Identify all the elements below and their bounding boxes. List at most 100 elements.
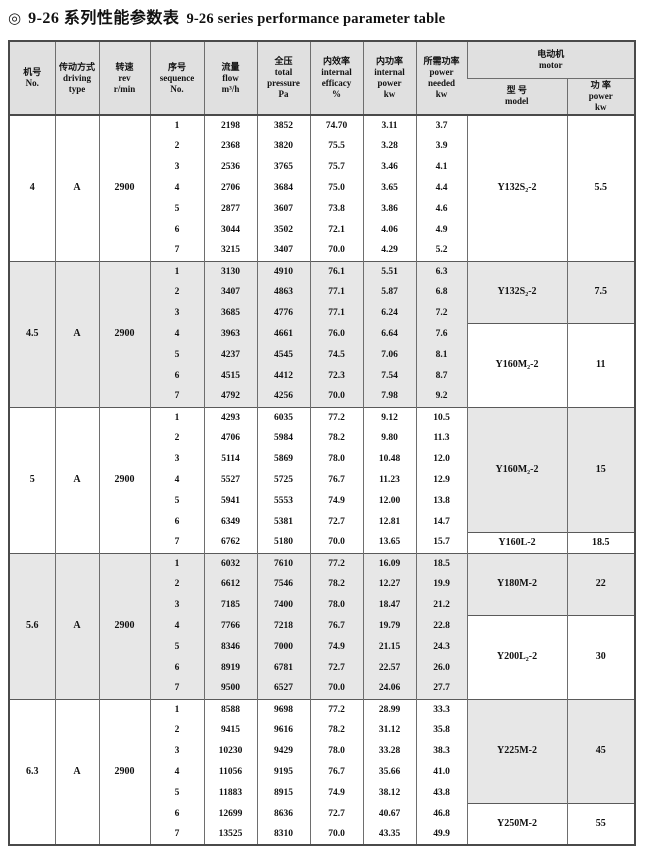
cell-motor-model: Y160L-2 xyxy=(466,531,567,554)
cell-sequence-no: 2 xyxy=(149,719,204,741)
cell-internal-power: 22.57 xyxy=(362,657,416,679)
cell-flow: 10230 xyxy=(203,740,257,762)
cell-efficacy: 72.7 xyxy=(309,511,363,533)
page-title: ◎ 9-26 系列性能参数表 9-26 series performance p… xyxy=(8,4,445,30)
cell-motor-model: Y250M-2 xyxy=(466,802,567,846)
cell-motor-power: 11 xyxy=(566,323,636,408)
cell-efficacy: 78.2 xyxy=(309,573,363,595)
cell-power-needed: 4.1 xyxy=(415,156,467,178)
cell-pressure: 3407 xyxy=(256,240,310,262)
table-row: 4.5 A 2900 1 3130 4910 76.1 5.51 6.3 Y132S₂-2 7.5 xyxy=(9,260,636,408)
cell-flow: 2198 xyxy=(203,114,257,136)
table-row: 3 10230 9429 78.0 33.28 38.3 xyxy=(9,740,635,762)
cell-power-needed: 33.3 xyxy=(415,698,467,720)
cell-flow: 6032 xyxy=(203,552,257,574)
cell-motor-power: 45 xyxy=(566,698,636,804)
cell-driving-type: A xyxy=(54,698,99,846)
cell-pressure: 4256 xyxy=(256,386,310,408)
cell-pressure: 7610 xyxy=(256,552,310,574)
cell-flow: 4293 xyxy=(203,406,257,428)
cell-flow: 2368 xyxy=(203,135,257,157)
table-body: 4 A 2900 1 2198 3852 74.70 3.11 3.7 Y132S₂-2 5.5 2 2… xyxy=(9,114,636,846)
cell-efficacy: 75.7 xyxy=(309,156,363,178)
cell-motor-model: Y132S₂-2 xyxy=(466,260,567,324)
table-row: 2 2368 3820 75.5 3.28 3.9 xyxy=(9,135,635,157)
cell-motor-model: Y160M₂-2 xyxy=(466,406,567,533)
cell-motor-model: Y180M-2 xyxy=(466,552,567,616)
table-row: 7 6762 5180 70.0 13.65 15.7 Y160L-2 18.5 xyxy=(9,531,636,554)
cell-power-needed: 4.4 xyxy=(415,177,467,199)
cell-power-needed: 8.1 xyxy=(415,344,467,366)
cell-sequence-no: 4 xyxy=(149,761,204,783)
cell-power-needed: 12.0 xyxy=(415,448,467,470)
cell-flow: 8919 xyxy=(203,657,257,679)
cell-internal-power: 31.12 xyxy=(362,719,416,741)
cell-pressure: 8915 xyxy=(256,782,310,804)
cell-pressure: 5725 xyxy=(256,469,310,491)
cell-sequence-no: 2 xyxy=(149,135,204,157)
table-row: 3 7185 7400 78.0 18.47 21.2 xyxy=(9,594,635,616)
cell-sequence-no: 3 xyxy=(149,156,204,178)
cell-flow: 6762 xyxy=(203,532,257,554)
cell-sequence-no: 2 xyxy=(149,427,204,449)
header-motor-model: 型 号 model xyxy=(467,77,567,115)
cell-rev: 2900 xyxy=(98,552,150,700)
cell-power-needed: 13.8 xyxy=(415,490,467,512)
cell-internal-power: 7.54 xyxy=(362,365,416,387)
cell-flow: 11056 xyxy=(203,761,257,783)
cell-internal-power: 4.29 xyxy=(362,240,416,262)
header-internal-efficacy: 内效率 internal efficacy % xyxy=(309,41,363,115)
table-row: 5 4237 4545 74.5 7.06 8.1 xyxy=(9,344,635,366)
cell-power-needed: 5.2 xyxy=(415,240,467,262)
cell-pressure: 6035 xyxy=(256,406,310,428)
cell-pressure: 5553 xyxy=(256,490,310,512)
cell-internal-power: 13.65 xyxy=(362,532,416,554)
cell-power-needed: 46.8 xyxy=(415,803,467,825)
performance-parameter-table: 机号 No. 传动方式 driving type 转速 rev r/min 序号… xyxy=(8,40,637,847)
cell-sequence-no: 6 xyxy=(149,803,204,825)
header-motor: 电动机 motor xyxy=(466,41,636,78)
cell-power-needed: 9.2 xyxy=(415,386,467,408)
cell-flow: 3044 xyxy=(203,219,257,241)
header-rev: 转速 rev r/min xyxy=(98,41,150,115)
cell-efficacy: 74.9 xyxy=(309,636,363,658)
cell-efficacy: 70.0 xyxy=(309,678,363,700)
cell-driving-type: A xyxy=(54,260,99,408)
cell-pressure: 4776 xyxy=(256,302,310,324)
cell-flow: 3130 xyxy=(203,260,257,282)
cell-sequence-no: 7 xyxy=(149,824,204,846)
cell-sequence-no: 3 xyxy=(149,302,204,324)
cell-power-needed: 7.6 xyxy=(415,323,467,345)
cell-internal-power: 19.79 xyxy=(362,615,416,637)
table-row: 4 7766 7218 76.7 19.79 22.8 Y200L₂-2 30 xyxy=(9,615,636,700)
cell-power-needed: 8.7 xyxy=(415,365,467,387)
table-row: 5.6 A 2900 1 6032 7610 77.2 16.09 18.5 Y180M-2 22 xyxy=(9,552,636,700)
table-row: 6 12699 8636 72.7 40.67 46.8 Y250M-2 55 xyxy=(9,802,636,846)
table-header: 机号 No. 传动方式 driving type 转速 rev r/min 序号… xyxy=(9,41,636,115)
cell-flow: 3215 xyxy=(203,240,257,262)
cell-efficacy: 76.7 xyxy=(309,469,363,491)
cell-power-needed: 6.8 xyxy=(415,281,467,303)
cell-pressure: 5180 xyxy=(256,532,310,554)
cell-power-needed: 24.3 xyxy=(415,636,467,658)
cell-internal-power: 35.66 xyxy=(362,761,416,783)
cell-power-needed: 14.7 xyxy=(415,511,467,533)
cell-efficacy: 74.9 xyxy=(309,782,363,804)
table-row: 4 2706 3684 75.0 3.65 4.4 xyxy=(9,177,635,199)
cell-efficacy: 76.7 xyxy=(309,615,363,637)
cell-flow: 9415 xyxy=(203,719,257,741)
cell-internal-power: 21.15 xyxy=(362,636,416,658)
cell-efficacy: 70.0 xyxy=(309,240,363,262)
cell-power-needed: 11.3 xyxy=(415,427,467,449)
table-row: 6 4515 4412 72.3 7.54 8.7 xyxy=(9,365,635,387)
table-row: 2 4706 5984 78.2 9.80 11.3 xyxy=(9,427,635,449)
cell-motor-power: 18.5 xyxy=(566,531,636,554)
cell-internal-power: 9.12 xyxy=(362,406,416,428)
cell-sequence-no: 4 xyxy=(149,615,204,637)
cell-internal-power: 3.28 xyxy=(362,135,416,157)
cell-sequence-no: 5 xyxy=(149,490,204,512)
cell-efficacy: 74.70 xyxy=(309,114,363,136)
cell-motor-model: Y225M-2 xyxy=(466,698,567,804)
cell-internal-power: 7.06 xyxy=(362,344,416,366)
cell-power-needed: 43.8 xyxy=(415,782,467,804)
